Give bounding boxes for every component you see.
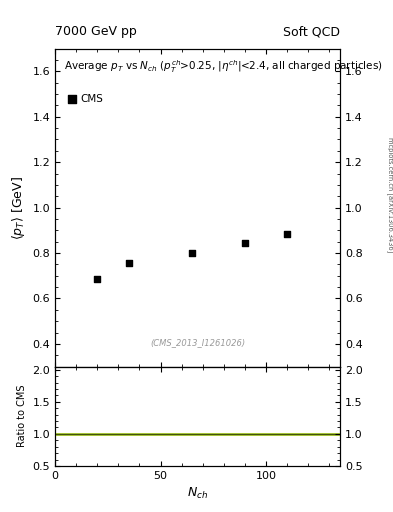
Point: [284, 229, 290, 238]
Text: Average $p_T$ vs $N_{ch}$ ($p_T^{ch}$>0.25, $|\eta^{ch}|$<2.4, all charged parti: Average $p_T$ vs $N_{ch}$ ($p_T^{ch}$>0.…: [64, 58, 382, 75]
Point: [189, 249, 195, 257]
Point: [242, 239, 248, 247]
Text: 7000 GeV pp: 7000 GeV pp: [55, 26, 137, 38]
Legend: CMS: CMS: [64, 90, 107, 109]
Text: Soft QCD: Soft QCD: [283, 26, 340, 38]
Text: mcplots.cern.ch [arXiv:1306.3436]: mcplots.cern.ch [arXiv:1306.3436]: [387, 137, 393, 252]
Point: [94, 275, 100, 283]
Y-axis label: Ratio to CMS: Ratio to CMS: [17, 385, 27, 447]
Y-axis label: $\langle p_T \rangle$ [GeV]: $\langle p_T \rangle$ [GeV]: [10, 176, 27, 240]
Point: [126, 259, 132, 267]
X-axis label: $N_{ch}$: $N_{ch}$: [187, 486, 208, 501]
Text: (CMS_2013_I1261026): (CMS_2013_I1261026): [150, 338, 245, 348]
